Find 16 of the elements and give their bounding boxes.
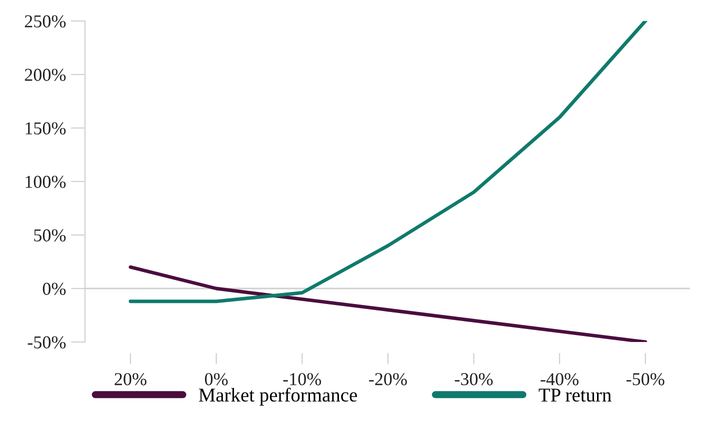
x-tick-label: -40% [540,373,578,386]
legend-label: Market performance [198,388,357,406]
x-tick-label: 20% [114,373,146,386]
y-tick-label: 0% [42,282,66,295]
x-tick-label: -30% [454,373,493,386]
y-tick-label: 100% [26,176,66,188]
x-tick-label: -50% [626,373,664,386]
y-tick-label: 200% [24,68,66,81]
y-tick-label: 50% [34,229,66,242]
y-tick-label: 150% [26,122,66,134]
x-tick-label: -10% [283,373,322,386]
x-tick-label: -20% [369,373,407,386]
legend-label: TP return [538,388,612,402]
y-tick-label: -50% [28,336,66,348]
x-tick-label: 0% [204,373,228,386]
y-tick-label: 250% [24,15,66,28]
